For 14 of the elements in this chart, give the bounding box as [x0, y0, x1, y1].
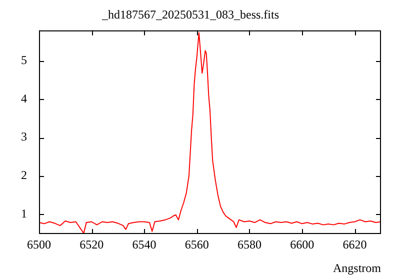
- x-tick-label: 6540: [132, 237, 156, 252]
- y-tick-label: 3: [21, 130, 27, 144]
- x-tick-label: 6620: [342, 237, 367, 252]
- x-tick-label: 6580: [237, 237, 262, 252]
- x-axis-title: Angstrom: [333, 260, 382, 275]
- x-tick-label: 6600: [290, 237, 314, 252]
- y-tick-label: 4: [21, 91, 27, 106]
- chart-title: _hd187567_20250531_083_bess.fits: [101, 7, 280, 22]
- x-tick-label: 6560: [184, 237, 209, 252]
- y-tick-label: 2: [21, 168, 27, 182]
- y-tick-label: 5: [21, 53, 27, 68]
- x-tick-label: 6520: [80, 237, 104, 252]
- y-tick-label: 1: [21, 206, 27, 220]
- x-tick-label: 6500: [27, 237, 51, 252]
